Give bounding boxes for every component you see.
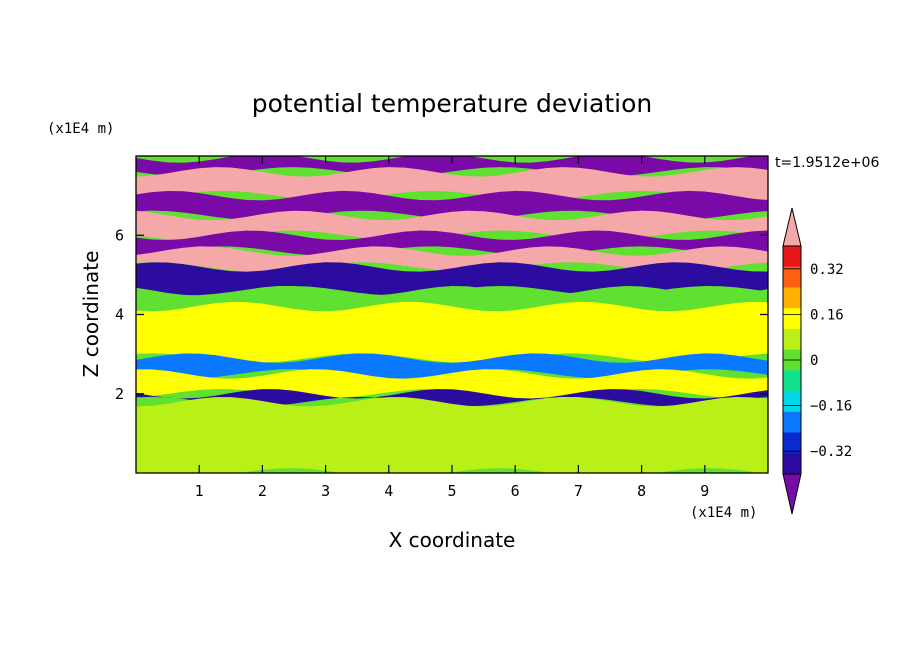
field-band [136, 301, 768, 363]
field-band [136, 156, 768, 177]
x-tick-label: 2 [258, 482, 267, 500]
colorbar-segment [783, 370, 801, 392]
y-unit-label: (x1E4 m) [47, 121, 114, 137]
field-band [136, 246, 768, 272]
x-axis-ticks: 1 2 3 4 5 6 7 8 9 [195, 156, 709, 500]
colorbar-segment [783, 246, 801, 268]
field-band [136, 286, 768, 312]
field-band [136, 396, 768, 473]
y-tick-label: 4 [115, 306, 124, 324]
plot-area [135, 155, 769, 474]
field-band [136, 167, 768, 201]
y-axis-label: Z coordinate [79, 251, 103, 378]
temperature-field [136, 156, 768, 473]
colorbar: 0.32 0.16 0 −0.16 −0.32 [782, 207, 852, 515]
colorbar-extend-min [782, 473, 802, 515]
x-unit-label: (x1E4 m) [690, 505, 757, 521]
colorbar-extend-max [782, 207, 802, 247]
y-tick-label: 6 [115, 226, 124, 244]
x-tick-label: 4 [384, 482, 393, 500]
x-axis-label: X coordinate [389, 528, 516, 552]
colorbar-label: −0.32 [810, 444, 852, 460]
colorbar-segment [783, 287, 801, 309]
colorbar-segment [783, 391, 801, 413]
colorbar-label: 0.32 [810, 262, 844, 278]
colorbar-segment [783, 432, 801, 454]
colorbar-segment [783, 411, 801, 434]
x-tick-label: 8 [637, 482, 646, 500]
chart-title: potential temperature deviation [252, 89, 652, 118]
field-band [136, 353, 768, 379]
colorbar-label: 0 [810, 353, 818, 369]
colorbar-segment [783, 308, 801, 330]
y-tick-label: 2 [115, 385, 124, 403]
field-band [136, 230, 768, 256]
x-tick-label: 3 [321, 482, 330, 500]
colorbar-label: 0.16 [810, 307, 844, 323]
field-band [136, 389, 768, 407]
x-tick-label: 5 [447, 482, 456, 500]
x-tick-label: 7 [574, 482, 583, 500]
x-tick-label: 6 [511, 482, 520, 500]
colorbar-label: −0.16 [810, 399, 852, 415]
time-label: t=1.9512e+06 [775, 155, 879, 171]
colorbar-segment [783, 328, 801, 351]
x-tick-label: 1 [195, 482, 204, 500]
colorbar-segment [783, 266, 801, 288]
x-tick-label: 9 [700, 482, 709, 500]
colorbar-segment [783, 453, 801, 475]
y-axis-ticks: 2 4 6 [115, 226, 768, 403]
